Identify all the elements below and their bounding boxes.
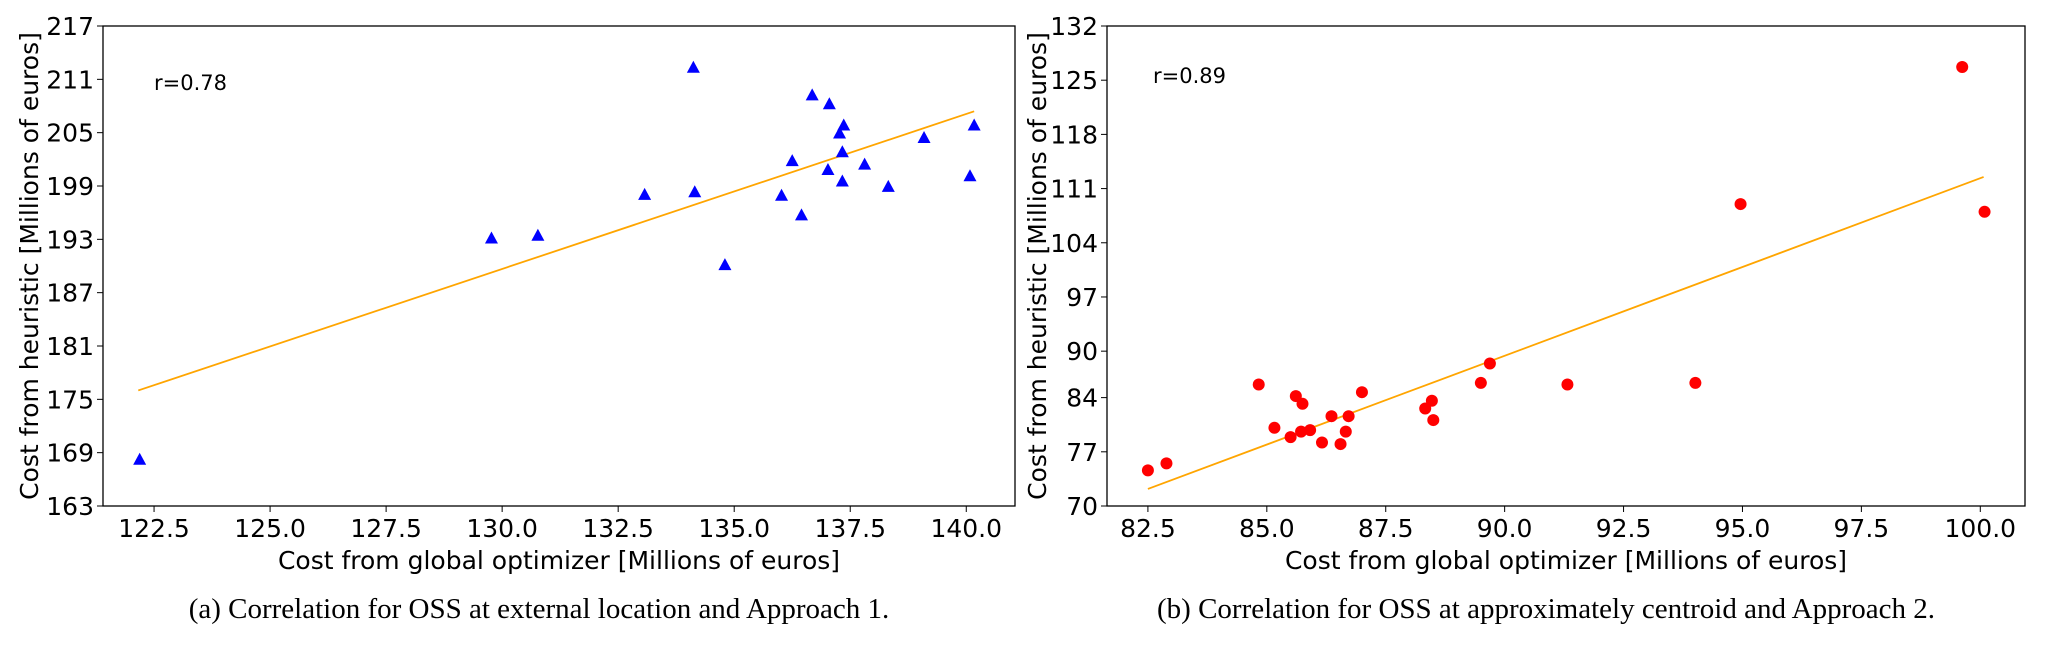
data-point (1339, 425, 1352, 438)
data-point (917, 131, 931, 143)
x-axis-label: Cost from global optimizer [Millions of … (1285, 546, 1847, 575)
data-point (858, 157, 872, 170)
annotation: r=0.89 (1153, 64, 1226, 88)
y-tick-label: 169 (46, 439, 94, 468)
y-tick-label: 97 (1066, 283, 1098, 312)
data-point (1483, 357, 1496, 370)
data-point (133, 452, 147, 465)
trend-line (137, 110, 975, 392)
y-tick-label: 84 (1066, 384, 1098, 413)
data-point (1425, 394, 1438, 407)
x-tick-label: 130.0 (466, 514, 538, 543)
data-point (1427, 414, 1440, 427)
data-point (1689, 376, 1702, 389)
y-tick-label: 187 (46, 279, 94, 308)
data-point (1315, 436, 1328, 449)
data-point (1978, 205, 1991, 218)
x-tick-label: 125.0 (234, 514, 306, 543)
y-tick-label: 125 (1050, 66, 1098, 95)
y-axis-label: Cost from heuristic [Millions of euros] (1023, 32, 1052, 500)
x-tick-label: 100.0 (1945, 514, 2017, 543)
x-axis-label: Cost from global optimizer [Millions of … (278, 546, 840, 575)
plot-frame (102, 25, 1016, 507)
data-point (1325, 410, 1338, 423)
x-tick-label: 92.5 (1596, 514, 1652, 543)
y-axis-label: Cost from heuristic [Millions of euros] (15, 32, 44, 500)
data-point (1355, 386, 1368, 399)
data-point (1141, 464, 1154, 477)
data-point (1334, 438, 1347, 451)
x-tick-label: 97.5 (1834, 514, 1890, 543)
x-tick-label: 122.5 (118, 514, 190, 543)
data-point (1296, 397, 1309, 410)
data-point (1268, 421, 1281, 434)
trend-line (1147, 176, 1984, 490)
data-point (1284, 431, 1297, 444)
data-point (718, 258, 732, 271)
data-point (835, 174, 849, 187)
data-point (822, 97, 836, 110)
caption: (a) Correlation for OSS at external loca… (189, 593, 890, 625)
data-point (1342, 410, 1355, 423)
data-point (1295, 425, 1308, 438)
y-tick-label: 132 (1050, 12, 1098, 41)
y-tick-label: 104 (1050, 229, 1098, 258)
x-tick-label: 135.0 (698, 514, 770, 543)
y-tick-label: 77 (1066, 438, 1098, 467)
y-tick-label: 111 (1050, 175, 1098, 204)
plot-frame (1106, 25, 2026, 507)
data-point (1474, 376, 1487, 389)
y-tick-label: 118 (1050, 120, 1098, 149)
y-tick-label: 181 (46, 332, 94, 361)
x-tick-label: 137.5 (814, 514, 886, 543)
data-point (785, 154, 799, 167)
data-point (1252, 378, 1265, 391)
x-tick-label: 87.5 (1358, 514, 1414, 543)
data-point (1734, 198, 1747, 211)
data-point (805, 88, 819, 101)
x-tick-label: 90.0 (1477, 514, 1533, 543)
annotation: r=0.78 (154, 71, 227, 95)
x-tick-label: 85.0 (1239, 514, 1295, 543)
data-point (835, 145, 849, 158)
data-point (821, 163, 835, 175)
data-point (1956, 61, 1969, 74)
y-tick-label: 193 (46, 225, 94, 254)
data-point (531, 228, 545, 241)
data-point (1304, 424, 1317, 437)
x-tick-label: 140.0 (930, 514, 1002, 543)
data-point (881, 179, 895, 192)
data-point (1160, 457, 1173, 470)
data-point (967, 118, 981, 131)
y-tick-label: 70 (1066, 492, 1098, 521)
data-point (833, 126, 847, 139)
x-tick-label: 82.5 (1120, 514, 1176, 543)
data-point (837, 118, 851, 131)
x-tick-label: 95.0 (1715, 514, 1771, 543)
y-tick-label: 90 (1066, 337, 1098, 366)
y-tick-label: 163 (46, 492, 94, 521)
x-tick-label: 132.5 (582, 514, 654, 543)
data-point (1561, 378, 1574, 391)
y-tick-label: 175 (46, 385, 94, 414)
y-tick-label: 205 (46, 119, 94, 148)
x-tick-label: 127.5 (350, 514, 422, 543)
y-tick-label: 199 (46, 172, 94, 201)
data-point (775, 188, 789, 201)
data-point (638, 187, 652, 200)
y-tick-label: 217 (46, 12, 94, 41)
data-point (963, 169, 977, 182)
caption: (b) Correlation for OSS at approximately… (1157, 593, 1935, 625)
data-point (795, 208, 809, 221)
data-point (484, 231, 498, 244)
y-tick-label: 211 (46, 65, 94, 94)
data-point (686, 60, 700, 73)
data-point (688, 185, 702, 198)
